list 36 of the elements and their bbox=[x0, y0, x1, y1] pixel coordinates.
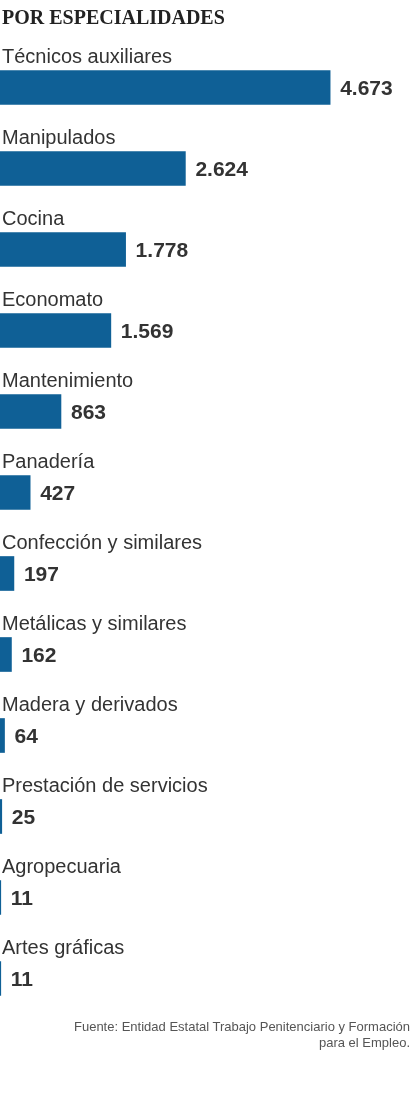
y-tick-label: Confección y similares bbox=[2, 530, 203, 553]
chart-title: POR ESPECIALIDADES bbox=[1, 5, 226, 29]
data-label: 11 bbox=[10, 967, 34, 991]
data-label: 25 bbox=[11, 805, 36, 829]
y-tick-label: Madera y derivados bbox=[2, 692, 178, 715]
data-label: 1.778 bbox=[135, 238, 189, 262]
bar bbox=[0, 799, 3, 834]
data-label: 2.624 bbox=[195, 157, 249, 181]
y-tick-label: Prestación de servicios bbox=[2, 773, 208, 796]
bar bbox=[0, 637, 12, 672]
bar bbox=[0, 394, 62, 429]
y-tick-label: Metálicas y similares bbox=[2, 611, 187, 634]
bar bbox=[0, 718, 5, 753]
y-tick-label: Técnicos auxiliares bbox=[2, 44, 173, 67]
y-tick-label: Mantenimiento bbox=[2, 368, 134, 391]
bar bbox=[0, 151, 186, 186]
y-tick-label: Panadería bbox=[2, 449, 96, 472]
y-tick-label: Manipulados bbox=[2, 125, 116, 148]
y-tick-label: Artes gráficas bbox=[2, 935, 125, 958]
data-label: 863 bbox=[70, 400, 107, 424]
bar bbox=[0, 475, 31, 510]
data-label: 1.569 bbox=[120, 319, 174, 343]
y-tick-label: Agropecuaria bbox=[2, 854, 122, 877]
bar bbox=[0, 556, 15, 591]
data-label: 162 bbox=[21, 643, 57, 667]
data-label: 64 bbox=[14, 724, 39, 748]
data-label: 4.673 bbox=[340, 76, 393, 100]
data-label: 427 bbox=[40, 481, 76, 505]
y-tick-label: Economato bbox=[2, 287, 104, 310]
bar bbox=[0, 232, 126, 267]
annotation: Fuente: Entidad Estatal Trabajo Penitenciario y Formación para el Empleo. bbox=[73, 1019, 411, 1051]
y-tick-label: Cocina bbox=[2, 206, 66, 229]
bar bbox=[0, 313, 112, 348]
data-label: 197 bbox=[23, 562, 59, 586]
data-label: 11 bbox=[10, 886, 34, 910]
bar bbox=[0, 70, 331, 105]
